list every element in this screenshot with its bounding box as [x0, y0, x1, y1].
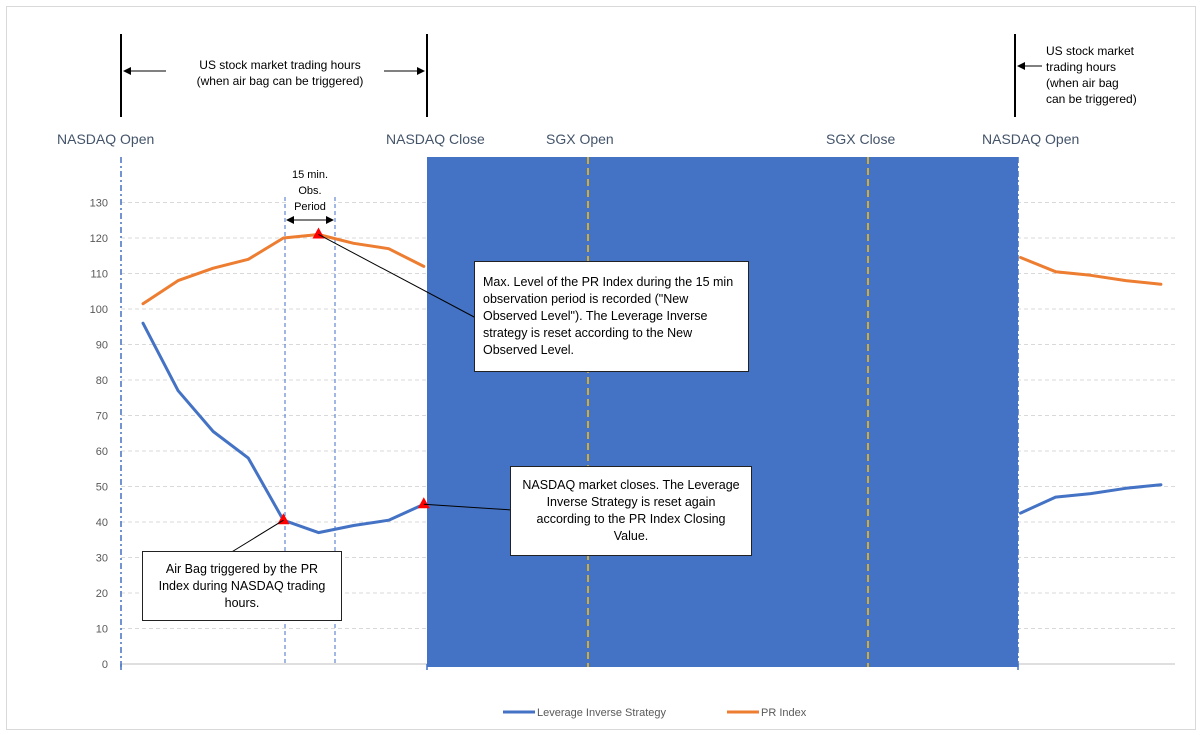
obs-period-label-bg: [286, 180, 334, 216]
y-tick-label: 20: [96, 588, 108, 600]
callout-nasdaq-close: NASDAQ market closes. The Leverage Inver…: [510, 466, 752, 556]
y-tick-label: 60: [96, 446, 108, 458]
y-tick-label: 70: [96, 411, 108, 423]
chart-frame: [6, 6, 1196, 730]
trading-hours-right-line-3: (when air bag: [1046, 76, 1119, 90]
series-line-1-1: [1019, 256, 1163, 286]
series-line-0-1: [1019, 483, 1163, 515]
y-tick-label: 80: [96, 375, 108, 387]
callout-airbag: Air Bag triggered by the PR Index during…: [142, 551, 342, 621]
event-marker-1: [277, 513, 290, 525]
event-label-3: SGX Close: [826, 131, 895, 147]
callout-nasdaq-close-text: NASDAQ market closes. The Leverage Inver…: [522, 478, 740, 543]
y-tick-label: 0: [102, 659, 108, 671]
trading-hours-right-line-1: US stock market: [1046, 44, 1135, 58]
y-tick-label: 110: [90, 269, 108, 281]
trading-hours-left-line-2: (when air bag can be triggered): [196, 74, 364, 88]
callout-airbag-text: Air Bag triggered by the PR Index during…: [158, 561, 326, 610]
obs-period-label: 15 min.: [292, 169, 328, 181]
callout-max-pointer: [318, 234, 477, 319]
callout-max-level-text: Max. Level of the PR Index during the 15…: [483, 275, 734, 357]
y-tick-label: 30: [96, 553, 108, 565]
legend-label-1: PR Index: [761, 707, 807, 719]
trading-hours-left-label: US stock market trading hours (when air …: [170, 57, 390, 89]
callout-airbag-pointer: [229, 519, 284, 554]
trading-hours-right-line-4: can be triggered): [1046, 92, 1137, 106]
obs-period-label: Obs.: [298, 185, 321, 197]
trading-hours-right-label: US stock market trading hours (when air …: [1046, 43, 1166, 107]
event-label-0: NASDAQ Open: [57, 131, 154, 147]
legend-label-0: Leverage Inverse Strategy: [537, 707, 667, 719]
trading-hours-left-line-1: US stock market trading hours: [199, 58, 361, 72]
event-marker-2: [417, 497, 430, 509]
y-tick-label: 50: [96, 482, 108, 494]
y-tick-label: 90: [96, 340, 108, 352]
series-line-1-0: [141, 233, 426, 306]
y-tick-label: 100: [90, 304, 108, 316]
callout-max-level: Max. Level of the PR Index during the 15…: [474, 261, 749, 372]
y-tick-label: 120: [90, 233, 108, 245]
event-label-4: NASDAQ Open: [982, 131, 1079, 147]
obs-period-label: Period: [294, 201, 326, 213]
y-tick-label: 130: [90, 198, 108, 210]
trading-hours-right-line-2: trading hours: [1046, 60, 1117, 74]
series-line-0-0: [141, 321, 426, 535]
y-tick-label: 40: [96, 517, 108, 529]
event-label-2: SGX Open: [546, 131, 614, 147]
shaded-closed-market-region: [427, 157, 1018, 667]
y-tick-label: 10: [96, 624, 108, 636]
callout-close-pointer: [423, 503, 513, 511]
event-label-1: NASDAQ Close: [386, 131, 485, 147]
